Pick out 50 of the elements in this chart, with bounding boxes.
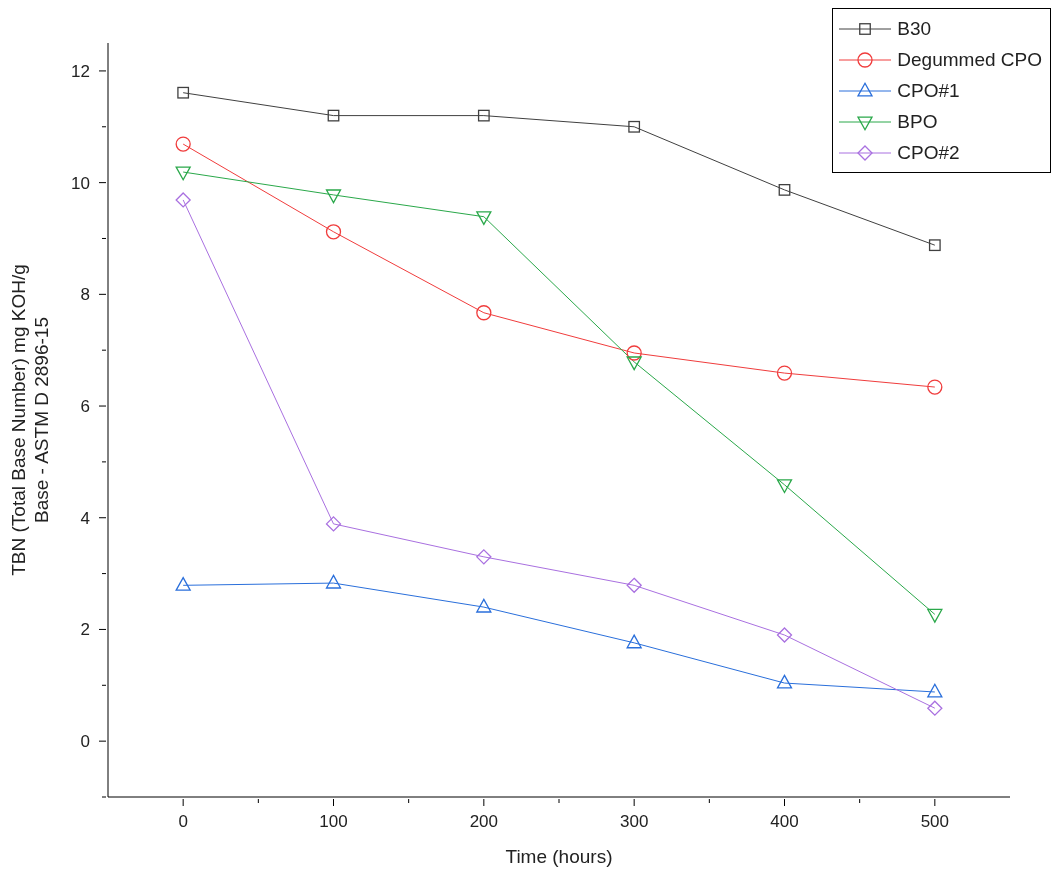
y-tick-label: 4: [80, 508, 90, 528]
point: [628, 120, 641, 133]
point: [928, 239, 941, 252]
y-tick-label: 8: [80, 285, 90, 305]
point: [776, 674, 793, 689]
x-tick-label: 500: [920, 812, 950, 831]
point: [175, 192, 191, 208]
point: [927, 683, 943, 698]
point: [927, 608, 943, 623]
point: [626, 345, 642, 361]
point: [776, 627, 793, 643]
point: [927, 379, 943, 395]
legend-label: CPO#1: [897, 79, 960, 102]
y-tick-label: 0: [80, 732, 90, 752]
point: [327, 109, 340, 122]
y-tick-label: 10: [71, 173, 90, 193]
point: [476, 549, 492, 565]
point: [477, 109, 490, 122]
legend-label: B30: [897, 17, 932, 40]
point: [626, 356, 642, 371]
legend-label: CPO#2: [897, 141, 960, 164]
point: [776, 365, 793, 381]
point: [626, 577, 642, 593]
point: [476, 305, 492, 321]
x-tick-label: 100: [319, 812, 348, 831]
y-tick-label: 12: [71, 61, 90, 81]
point: [175, 166, 191, 181]
point: [175, 576, 191, 591]
point: [626, 634, 642, 649]
x-tick-label: 0: [178, 812, 188, 831]
x-tick-label: 300: [619, 812, 649, 831]
y-tick-label: 6: [80, 397, 90, 417]
point: [177, 86, 190, 99]
point: [325, 189, 342, 204]
x-tick-label: 200: [469, 812, 499, 831]
y-tick-label: 2: [80, 620, 90, 640]
point: [325, 516, 342, 532]
legend-label: BPO: [897, 110, 938, 133]
point: [175, 136, 191, 152]
point: [776, 479, 793, 494]
x-axis-title: Time (hours): [505, 846, 613, 867]
point: [325, 574, 342, 589]
point: [325, 224, 342, 240]
point: [927, 700, 943, 716]
x-tick-label: 400: [770, 812, 799, 831]
y-axis-title: TBN (Total Base Number) mg KOH/g Base - ASTM D 2896-15: [8, 264, 52, 576]
point: [476, 598, 492, 613]
legend-label: Degummed CPO: [897, 48, 1042, 71]
point: [476, 211, 492, 226]
point: [778, 183, 791, 196]
